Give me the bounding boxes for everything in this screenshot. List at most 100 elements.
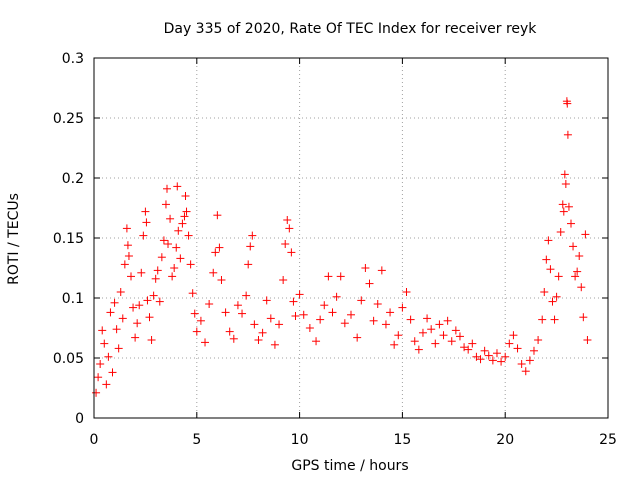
data-point xyxy=(521,367,530,376)
data-point xyxy=(571,272,580,281)
data-point xyxy=(476,355,485,364)
data-point xyxy=(381,320,390,329)
data-point xyxy=(480,346,489,355)
data-point xyxy=(556,228,565,236)
data-point xyxy=(149,291,158,300)
data-point xyxy=(534,336,543,344)
data-point xyxy=(114,344,123,353)
data-point xyxy=(186,260,195,269)
data-point xyxy=(135,301,144,310)
data-point xyxy=(225,327,234,336)
data-point xyxy=(563,99,572,108)
data-point xyxy=(583,336,592,344)
data-point xyxy=(172,243,181,252)
data-point xyxy=(328,308,337,317)
data-point xyxy=(361,264,370,272)
data-point xyxy=(377,266,386,275)
data-point xyxy=(492,349,501,358)
data-point xyxy=(538,315,547,324)
data-point xyxy=(137,268,146,277)
x-tick-label: 25 xyxy=(599,432,617,448)
data-point xyxy=(320,301,329,310)
data-point xyxy=(357,296,366,305)
data-point xyxy=(561,180,570,188)
y-tick-label: 0.25 xyxy=(53,111,84,127)
data-point xyxy=(145,313,154,322)
data-point xyxy=(275,320,284,329)
data-point xyxy=(316,315,325,324)
data-point xyxy=(159,236,168,245)
data-point xyxy=(118,314,127,323)
data-point xyxy=(217,276,226,284)
data-point xyxy=(550,315,559,324)
y-tick-label: 0.15 xyxy=(53,231,84,247)
data-point xyxy=(581,230,590,239)
y-tick-label: 0 xyxy=(75,411,84,427)
data-point xyxy=(151,274,160,283)
data-point xyxy=(529,346,538,355)
data-point xyxy=(201,338,210,347)
data-point xyxy=(513,344,522,353)
chart-title: Day 335 of 2020, Rate Of TEC Index for r… xyxy=(164,21,538,37)
data-point xyxy=(182,207,191,216)
data-point xyxy=(205,300,214,308)
data-point xyxy=(472,352,481,361)
data-point xyxy=(153,266,162,275)
data-point xyxy=(192,327,201,336)
data-point xyxy=(402,288,411,296)
data-point xyxy=(340,319,349,328)
data-point xyxy=(353,333,362,342)
data-point xyxy=(406,315,415,324)
data-point xyxy=(96,360,105,368)
data-point xyxy=(94,373,103,382)
axes xyxy=(93,57,609,419)
data-point xyxy=(178,219,187,228)
data-point xyxy=(106,308,115,317)
data-point xyxy=(291,312,300,320)
data-point xyxy=(484,351,493,360)
data-point xyxy=(164,240,173,248)
data-point xyxy=(262,296,271,305)
data-point xyxy=(188,289,197,298)
x-axis-label: GPS time / hours xyxy=(291,458,408,474)
data-point xyxy=(162,184,171,193)
data-point xyxy=(544,236,553,245)
data-point xyxy=(305,324,314,332)
data-point xyxy=(141,207,150,216)
data-point xyxy=(229,334,238,343)
data-point xyxy=(423,314,432,323)
data-point xyxy=(505,339,514,348)
data-point xyxy=(108,368,117,377)
data-points xyxy=(92,97,592,397)
data-point xyxy=(369,316,378,325)
data-point xyxy=(573,267,582,276)
data-point xyxy=(542,255,551,264)
data-point xyxy=(566,219,575,228)
data-point xyxy=(142,218,151,227)
data-point xyxy=(147,336,156,344)
data-point xyxy=(464,345,473,354)
data-point xyxy=(155,297,164,306)
data-point xyxy=(548,297,557,306)
x-tick-label: 5 xyxy=(192,432,201,448)
data-point xyxy=(170,264,179,272)
data-point xyxy=(558,200,567,209)
data-point xyxy=(332,292,341,301)
data-point xyxy=(196,316,205,325)
data-point xyxy=(112,325,121,334)
data-point xyxy=(129,303,138,312)
data-point xyxy=(102,380,111,389)
data-point xyxy=(439,331,448,340)
data-point xyxy=(501,352,510,361)
data-point xyxy=(497,357,506,366)
data-point xyxy=(213,211,222,220)
data-point xyxy=(166,214,175,223)
data-point xyxy=(577,283,586,292)
data-point xyxy=(250,320,259,329)
data-point xyxy=(139,231,148,240)
data-point xyxy=(563,130,572,139)
data-point xyxy=(560,170,569,179)
data-point xyxy=(104,352,113,361)
x-tick-label: 15 xyxy=(393,432,411,448)
